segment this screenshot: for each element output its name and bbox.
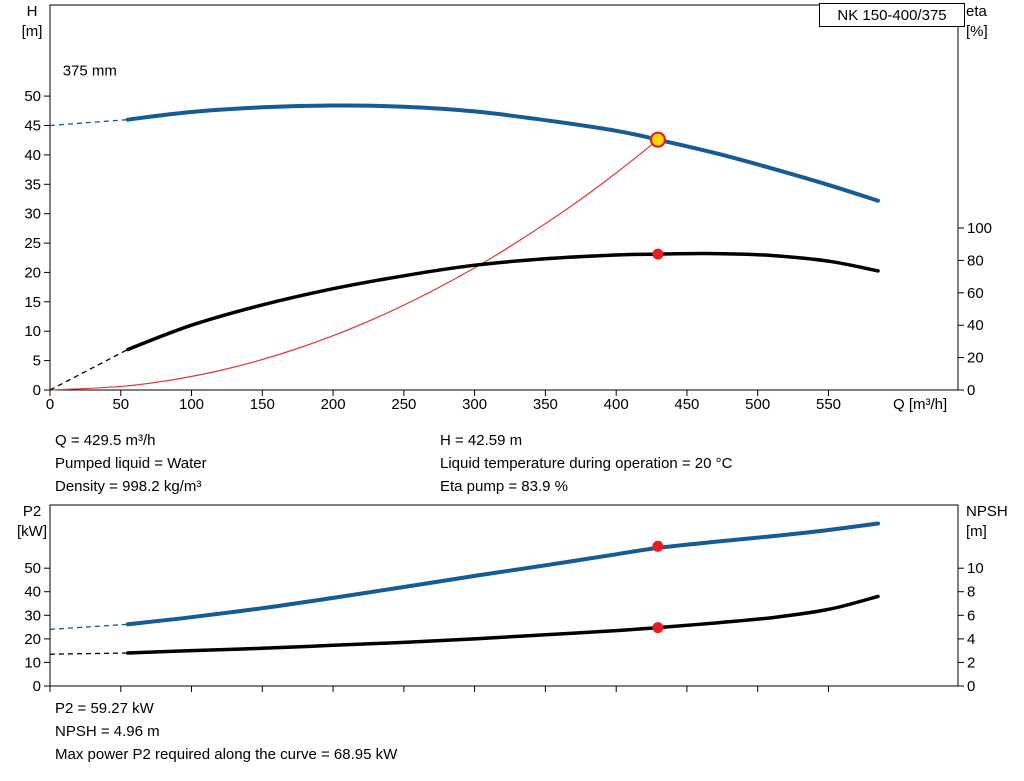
x-tick-label: 500 (745, 396, 770, 413)
duty-info-right: H = 42.59 m Liquid temperature during op… (440, 429, 732, 498)
info-head: H = 42.59 m (440, 432, 523, 449)
right-axis-title: NPSH (966, 503, 1008, 520)
x-tick-label: 450 (674, 396, 699, 413)
left-axis-title: [kW] (17, 523, 47, 540)
left-axis-title: P2 (23, 503, 41, 520)
p2-point-marker (652, 540, 664, 552)
qh-right-axis: 0 20 40 60 80 100 eta [%] (958, 3, 992, 399)
p2-left-axis: 0 10 20 30 40 50 P2 [kW] (17, 503, 50, 695)
left-tick-label: 25 (24, 235, 41, 252)
left-tick-label: 50 (24, 560, 41, 577)
left-tick-label: 45 (24, 118, 41, 135)
right-tick-label: 40 (967, 317, 984, 334)
eta-curve-dashed (49, 348, 129, 391)
npsh-curve-dashed (49, 652, 128, 655)
info-npsh: NPSH = 4.96 m (55, 723, 160, 740)
x-tick-label: 100 (179, 396, 204, 413)
left-axis-title: H (27, 3, 38, 20)
right-tick-label: 10 (967, 560, 984, 577)
right-tick-label: 0 (967, 678, 975, 695)
power-info: P2 = 59.27 kW NPSH = 4.96 m Max power P2… (55, 697, 397, 766)
left-tick-label: 10 (24, 654, 41, 671)
right-tick-label: 60 (967, 285, 984, 302)
info-p2: P2 = 59.27 kW (55, 700, 154, 717)
pump-curve-375mm (125, 103, 880, 203)
qh-left-axis: 0 5 10 15 20 25 30 35 40 45 50 H [m] (22, 3, 50, 399)
x-tick-label: 350 (533, 396, 558, 413)
x-tick-label: 250 (391, 396, 416, 413)
p2-frame (49, 504, 959, 687)
left-tick-label: 30 (24, 607, 41, 624)
left-tick-label: 40 (24, 584, 41, 601)
impeller-size-label: 375 mm (63, 63, 117, 80)
right-tick-label: 2 (967, 654, 975, 671)
x-tick-label: 400 (604, 396, 629, 413)
left-tick-label: 15 (24, 294, 41, 311)
right-tick-label: 4 (967, 631, 975, 648)
p2-curve (125, 521, 880, 627)
duty-info-left: Q = 429.5 m³/h Pumped liquid = Water Den… (55, 429, 207, 498)
p2-right-axis: 0 2 4 6 8 10 NPSH [m] (958, 503, 1008, 695)
qh-chart: 0 50 100 150 200 250 300 350 400 450 500 550 Q [m³/h… (22, 3, 992, 413)
info-pumped-liquid: Pumped liquid = Water (55, 455, 207, 472)
x-axis-label: Q [m³/h] (893, 396, 947, 413)
left-axis-title: [m] (22, 23, 43, 40)
right-tick-label: 6 (967, 607, 975, 624)
info-liquid-temperature: Liquid temperature during operation = 20… (440, 455, 733, 472)
x-tick-label: 550 (816, 396, 841, 413)
pump-curve-375mm-dashed (49, 118, 128, 127)
npsh-point-marker (652, 622, 664, 634)
left-tick-label: 20 (24, 264, 41, 281)
right-axis-title: [m] (966, 523, 987, 540)
x-tick-label: 0 (46, 396, 54, 413)
info-flow: Q = 429.5 m³/h (55, 432, 156, 449)
info-eta-pump: Eta pump = 83.9 % (440, 478, 568, 495)
p2-curve-dashed (49, 623, 128, 631)
right-tick-label: 0 (967, 382, 975, 399)
right-axis-title: eta (966, 3, 988, 20)
left-tick-label: 30 (24, 206, 41, 223)
left-tick-label: 40 (24, 147, 41, 164)
x-tick-label: 50 (112, 396, 129, 413)
info-max-power: Max power P2 required along the curve = … (55, 746, 398, 763)
x-tick-label: 200 (321, 396, 346, 413)
x-tick-label: 300 (462, 396, 487, 413)
qh-frame (49, 4, 959, 391)
right-tick-label: 80 (967, 252, 984, 269)
right-tick-label: 20 (967, 350, 984, 367)
x-tick-label: 150 (250, 396, 275, 413)
right-axis-title: [%] (966, 23, 988, 40)
right-tick-label: 8 (967, 584, 975, 601)
left-tick-label: 0 (33, 678, 41, 695)
eta-curve (126, 251, 880, 352)
eta-point-marker (652, 248, 664, 260)
left-tick-label: 5 (33, 353, 41, 370)
left-tick-label: 50 (24, 88, 41, 105)
right-tick-label: 100 (967, 220, 992, 237)
left-tick-label: 35 (24, 176, 41, 193)
qh-x-axis: 0 50 100 150 200 250 300 350 400 450 500 550 Q [m³/h… (46, 390, 947, 413)
pump-model-box: NK 150-400/375 (819, 3, 965, 27)
info-density: Density = 998.2 kg/m³ (55, 478, 202, 495)
system-curve (49, 139, 659, 391)
duty-point-marker (649, 131, 667, 148)
p2-chart: 0 10 20 30 40 50 P2 [kW] 0 2 4 6 8 10 NPSH [m] (17, 503, 1008, 695)
p2-x-axis (49, 686, 829, 692)
left-tick-label: 0 (33, 382, 41, 399)
left-tick-label: 10 (24, 323, 41, 340)
left-tick-label: 20 (24, 631, 41, 648)
npsh-curve (126, 594, 880, 655)
